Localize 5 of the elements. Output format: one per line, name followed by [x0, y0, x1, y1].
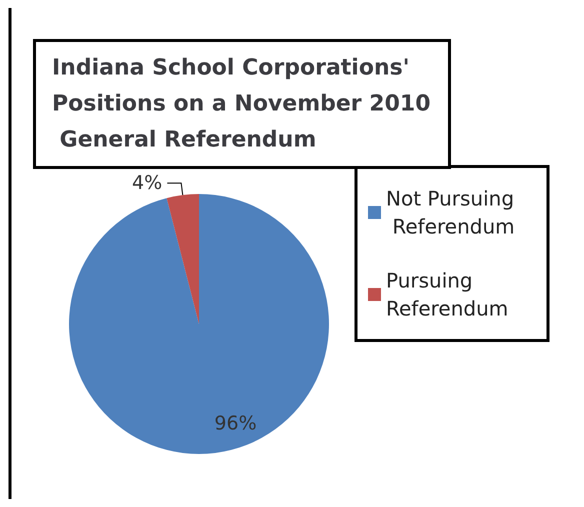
data-label: 96%	[214, 412, 257, 434]
data-label: 4%	[132, 172, 162, 194]
legend-label: Not Pursuing Referendum	[386, 186, 515, 238]
legend-label: Pursuing Referendum	[386, 268, 508, 320]
chart-title: Indiana School Corporations' Positions on a November 2010 General Referendum	[52, 56, 431, 152]
